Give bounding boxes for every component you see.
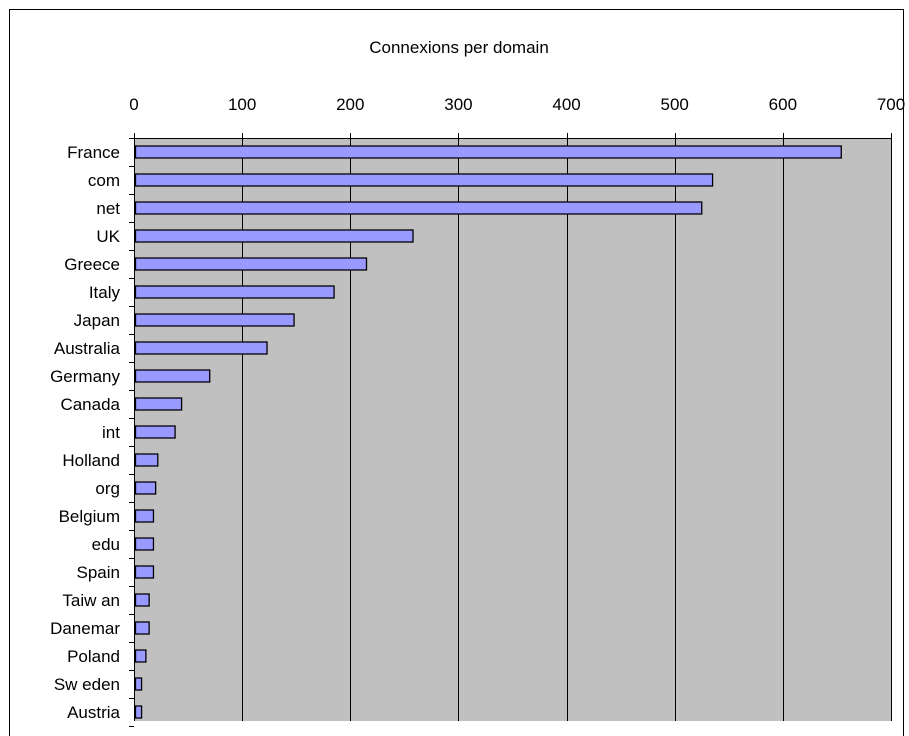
- bar: [134, 537, 155, 551]
- bars: [134, 145, 842, 719]
- bar: [134, 565, 155, 579]
- bar: [134, 453, 159, 467]
- bar: [134, 145, 842, 159]
- bar: [134, 481, 157, 495]
- x-tick-label: 700: [877, 95, 905, 114]
- category-label: Greece: [64, 255, 120, 274]
- bar: [134, 593, 150, 607]
- category-label: Australia: [54, 339, 121, 358]
- category-label: org: [95, 479, 120, 498]
- bar: [134, 229, 414, 243]
- category-label: Poland: [67, 647, 120, 666]
- plot-area: [134, 138, 891, 721]
- x-tick-labels: 0 100 200 300 400 500 600 700: [129, 95, 905, 114]
- category-label: Austria: [67, 703, 120, 722]
- category-label: Italy: [89, 283, 121, 302]
- bar: [134, 649, 147, 663]
- bar: [134, 677, 143, 691]
- category-label: Belgium: [59, 507, 120, 526]
- x-tick-label: 400: [552, 95, 580, 114]
- x-tick-label: 0: [129, 95, 138, 114]
- bar: [134, 425, 176, 439]
- bar: [134, 313, 295, 327]
- category-label: int: [102, 423, 120, 442]
- category-label: Danemar: [50, 619, 120, 638]
- axes: [129, 133, 892, 727]
- category-label: UK: [96, 227, 120, 246]
- bar: [134, 285, 335, 299]
- category-label: Germany: [50, 367, 120, 386]
- bar: [134, 397, 183, 411]
- bar: [134, 705, 143, 719]
- x-tick-label: 200: [336, 95, 364, 114]
- category-label: Spain: [77, 563, 120, 582]
- category-label: edu: [92, 535, 120, 554]
- bar: [134, 341, 268, 355]
- category-label: com: [88, 171, 120, 190]
- category-label: Sw eden: [54, 675, 120, 694]
- bar: [134, 369, 211, 383]
- category-label: net: [96, 199, 120, 218]
- bar: [134, 173, 714, 187]
- category-label: France: [67, 143, 120, 162]
- bar: [134, 621, 150, 635]
- bar: [134, 257, 368, 271]
- category-label: Japan: [74, 311, 120, 330]
- category-labels: France com net UK Greece Italy Japan Australia G…: [50, 143, 121, 722]
- x-tick-label: 500: [661, 95, 689, 114]
- category-label: Taiw an: [62, 591, 120, 610]
- chart-title: Connexions per domain: [369, 38, 549, 57]
- bar: [134, 509, 155, 523]
- x-tick-label: 300: [444, 95, 472, 114]
- x-tick-label: 600: [769, 95, 797, 114]
- x-tick-label: 100: [228, 95, 256, 114]
- bar: [134, 201, 703, 215]
- category-label: Canada: [60, 395, 120, 414]
- category-label: Holland: [62, 451, 120, 470]
